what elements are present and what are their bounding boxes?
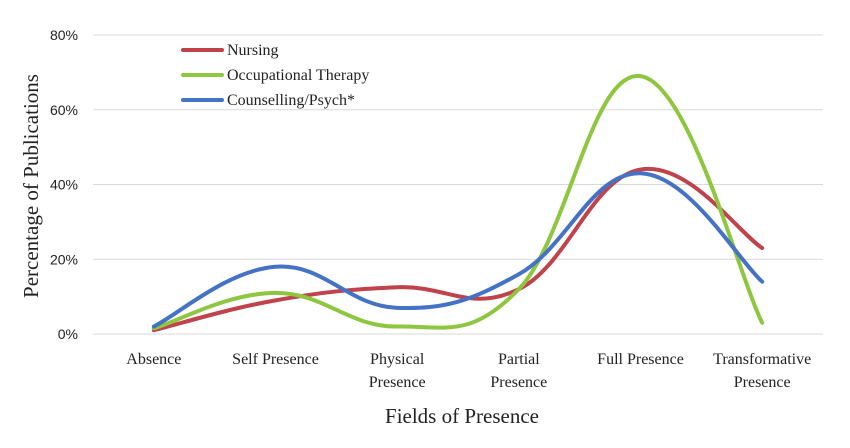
legend-label: Nursing [227, 42, 279, 59]
x-tick-label-line: Presence [369, 374, 426, 391]
x-tick-label-line: Presence [490, 374, 547, 391]
series-line-counselling-psych- [151, 171, 765, 329]
x-tick-label-line: Partial [498, 351, 540, 368]
series-line-occupational-therapy [151, 74, 765, 331]
x-tick-label: Absence [126, 351, 181, 368]
y-tick-label: 20% [50, 251, 78, 267]
y-tick-label: 0% [58, 326, 78, 342]
x-tick-label-line: Physical [370, 351, 425, 368]
x-tick-label-line: Absence [126, 351, 181, 368]
series-lines [151, 74, 765, 333]
x-tick-label: Full Presence [597, 351, 684, 368]
x-tick-label: Self Presence [232, 351, 319, 368]
x-tick-label-line: Presence [734, 374, 791, 391]
legend: Nursing Occupational Therapy Counselling/P… [181, 42, 369, 109]
y-tick-labels: 0% 20% 40% 60% 80% [50, 27, 78, 342]
series-line-nursing [151, 166, 765, 333]
y-axis-title: Percentage of Publications [19, 74, 43, 298]
y-tick-label: 80% [50, 27, 78, 43]
x-axis-title: Fields of Presence [385, 404, 539, 428]
x-tick-label-line: Self Presence [232, 351, 319, 368]
x-tick-label-line: Full Presence [597, 351, 684, 368]
x-tick-label: Physical Presence [369, 351, 426, 391]
y-tick-label: 40% [50, 177, 78, 193]
gridlines [93, 34, 823, 335]
x-tick-label: Partial Presence [490, 351, 547, 391]
x-tick-labels: Absence Self Presence Physical PresencePart… [126, 351, 811, 391]
y-tick-label: 60% [50, 102, 78, 118]
x-tick-label: Transformative Presence [713, 351, 811, 391]
legend-label: Counselling/Psych* [227, 92, 355, 109]
x-tick-label-line: Transformative [713, 351, 811, 368]
legend-label: Occupational Therapy [227, 67, 369, 84]
